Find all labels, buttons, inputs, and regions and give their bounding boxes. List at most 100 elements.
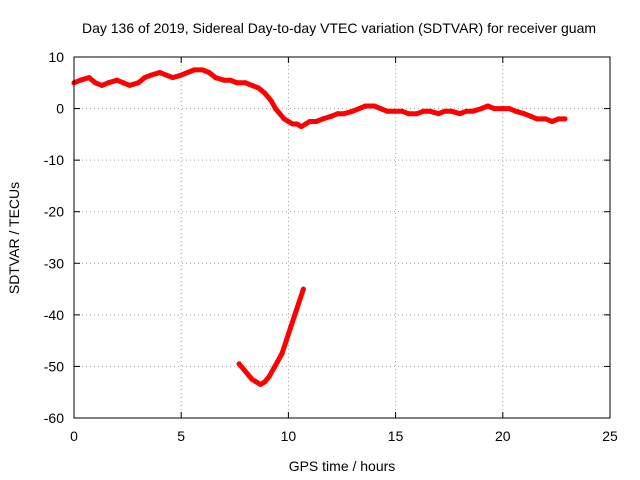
data-point [157,70,163,75]
data-point [506,106,512,112]
data-point [245,371,251,377]
y-tick-label: 0 [56,101,64,117]
data-point [163,72,169,78]
data-point [206,70,212,75]
data-point [478,106,484,112]
series-line [236,286,306,387]
x-tick-label: 25 [602,428,618,444]
y-tick-label: -40 [44,307,64,323]
data-point [303,121,309,127]
x-tick-labels: 0 5 10 15 20 25 [70,428,618,444]
data-point [513,108,519,114]
data-point [258,382,263,387]
plot-frame [73,56,611,419]
data-point [427,108,433,114]
data-point [320,116,326,122]
data-point [298,124,304,130]
data-point [399,108,405,114]
data-point [543,116,549,122]
data-point [268,98,274,104]
data-point [356,106,362,112]
data-point [77,77,83,83]
data-point [114,77,120,83]
y-tick-labels: -60 -50 -40 -30 -20 -10 0 10 [44,49,64,426]
data-point [277,111,283,117]
data-series [71,67,568,387]
data-point [273,106,278,112]
data-point [414,111,420,117]
data-point [528,113,534,119]
data-point [384,108,390,114]
data-point [363,103,369,109]
data-point [307,119,313,124]
data-point [393,108,399,114]
data-point [290,121,296,127]
data-point [285,119,291,124]
data-point [213,75,218,81]
data-point [463,108,469,114]
data-point [335,111,341,117]
data-point [313,119,319,124]
y-tick-label: -50 [44,358,64,374]
x-tick-label: 10 [281,428,297,444]
data-point [262,379,268,385]
data-point [296,299,302,305]
data-point [341,111,347,117]
data-point [86,75,92,81]
data-point [281,116,287,122]
data-point [148,72,154,78]
y-tick-label: -10 [44,152,64,168]
series-dip-trace [236,286,306,387]
x-tick-label: 0 [70,428,78,444]
data-point [120,80,126,86]
data-point [221,77,227,83]
data-point [236,361,242,367]
data-point [270,366,276,372]
data-point [421,108,426,114]
data-point [562,116,568,122]
data-point [142,75,148,81]
data-point [485,103,491,109]
data-point [234,80,240,86]
data-point [228,77,233,83]
data-point [442,108,448,114]
data-point [328,113,334,119]
data-point [135,80,141,86]
data-point [350,108,356,114]
data-point [92,80,98,86]
data-point [243,80,248,86]
chart-title: Day 136 of 2019, Sidereal Day-to-day VTE… [82,20,596,36]
data-point [191,67,197,73]
series-main-trace [71,67,568,130]
y-tick-label: -30 [44,255,64,271]
data-point [300,286,306,292]
data-point [436,111,441,117]
data-point [294,121,300,127]
data-point [249,82,255,88]
x-tick-label: 20 [495,428,511,444]
tick-marks [73,56,611,419]
x-axis-label: GPS time / hours [289,458,396,474]
data-point [283,338,289,344]
data-point [521,111,527,117]
data-point [185,70,191,75]
data-point [275,358,281,364]
grid-lines [74,57,610,418]
data-point [491,106,497,112]
data-point [240,366,246,372]
data-point [500,106,506,112]
data-point [457,111,463,117]
data-point [288,325,293,331]
data-point [556,116,561,122]
y-tick-label: -60 [44,410,64,426]
data-point [448,108,454,114]
data-point [378,106,384,112]
data-point [266,374,272,380]
data-point [534,116,540,122]
data-point [99,82,105,88]
data-point [371,103,377,109]
data-point [253,379,259,385]
data-point [292,312,298,318]
